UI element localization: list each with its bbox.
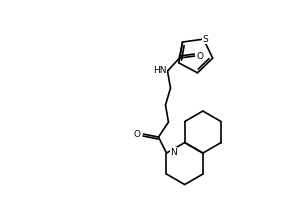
Text: O: O	[197, 52, 204, 61]
Text: N: N	[170, 148, 177, 157]
Text: S: S	[202, 35, 208, 44]
Text: O: O	[134, 130, 141, 139]
Text: HN: HN	[153, 66, 166, 75]
